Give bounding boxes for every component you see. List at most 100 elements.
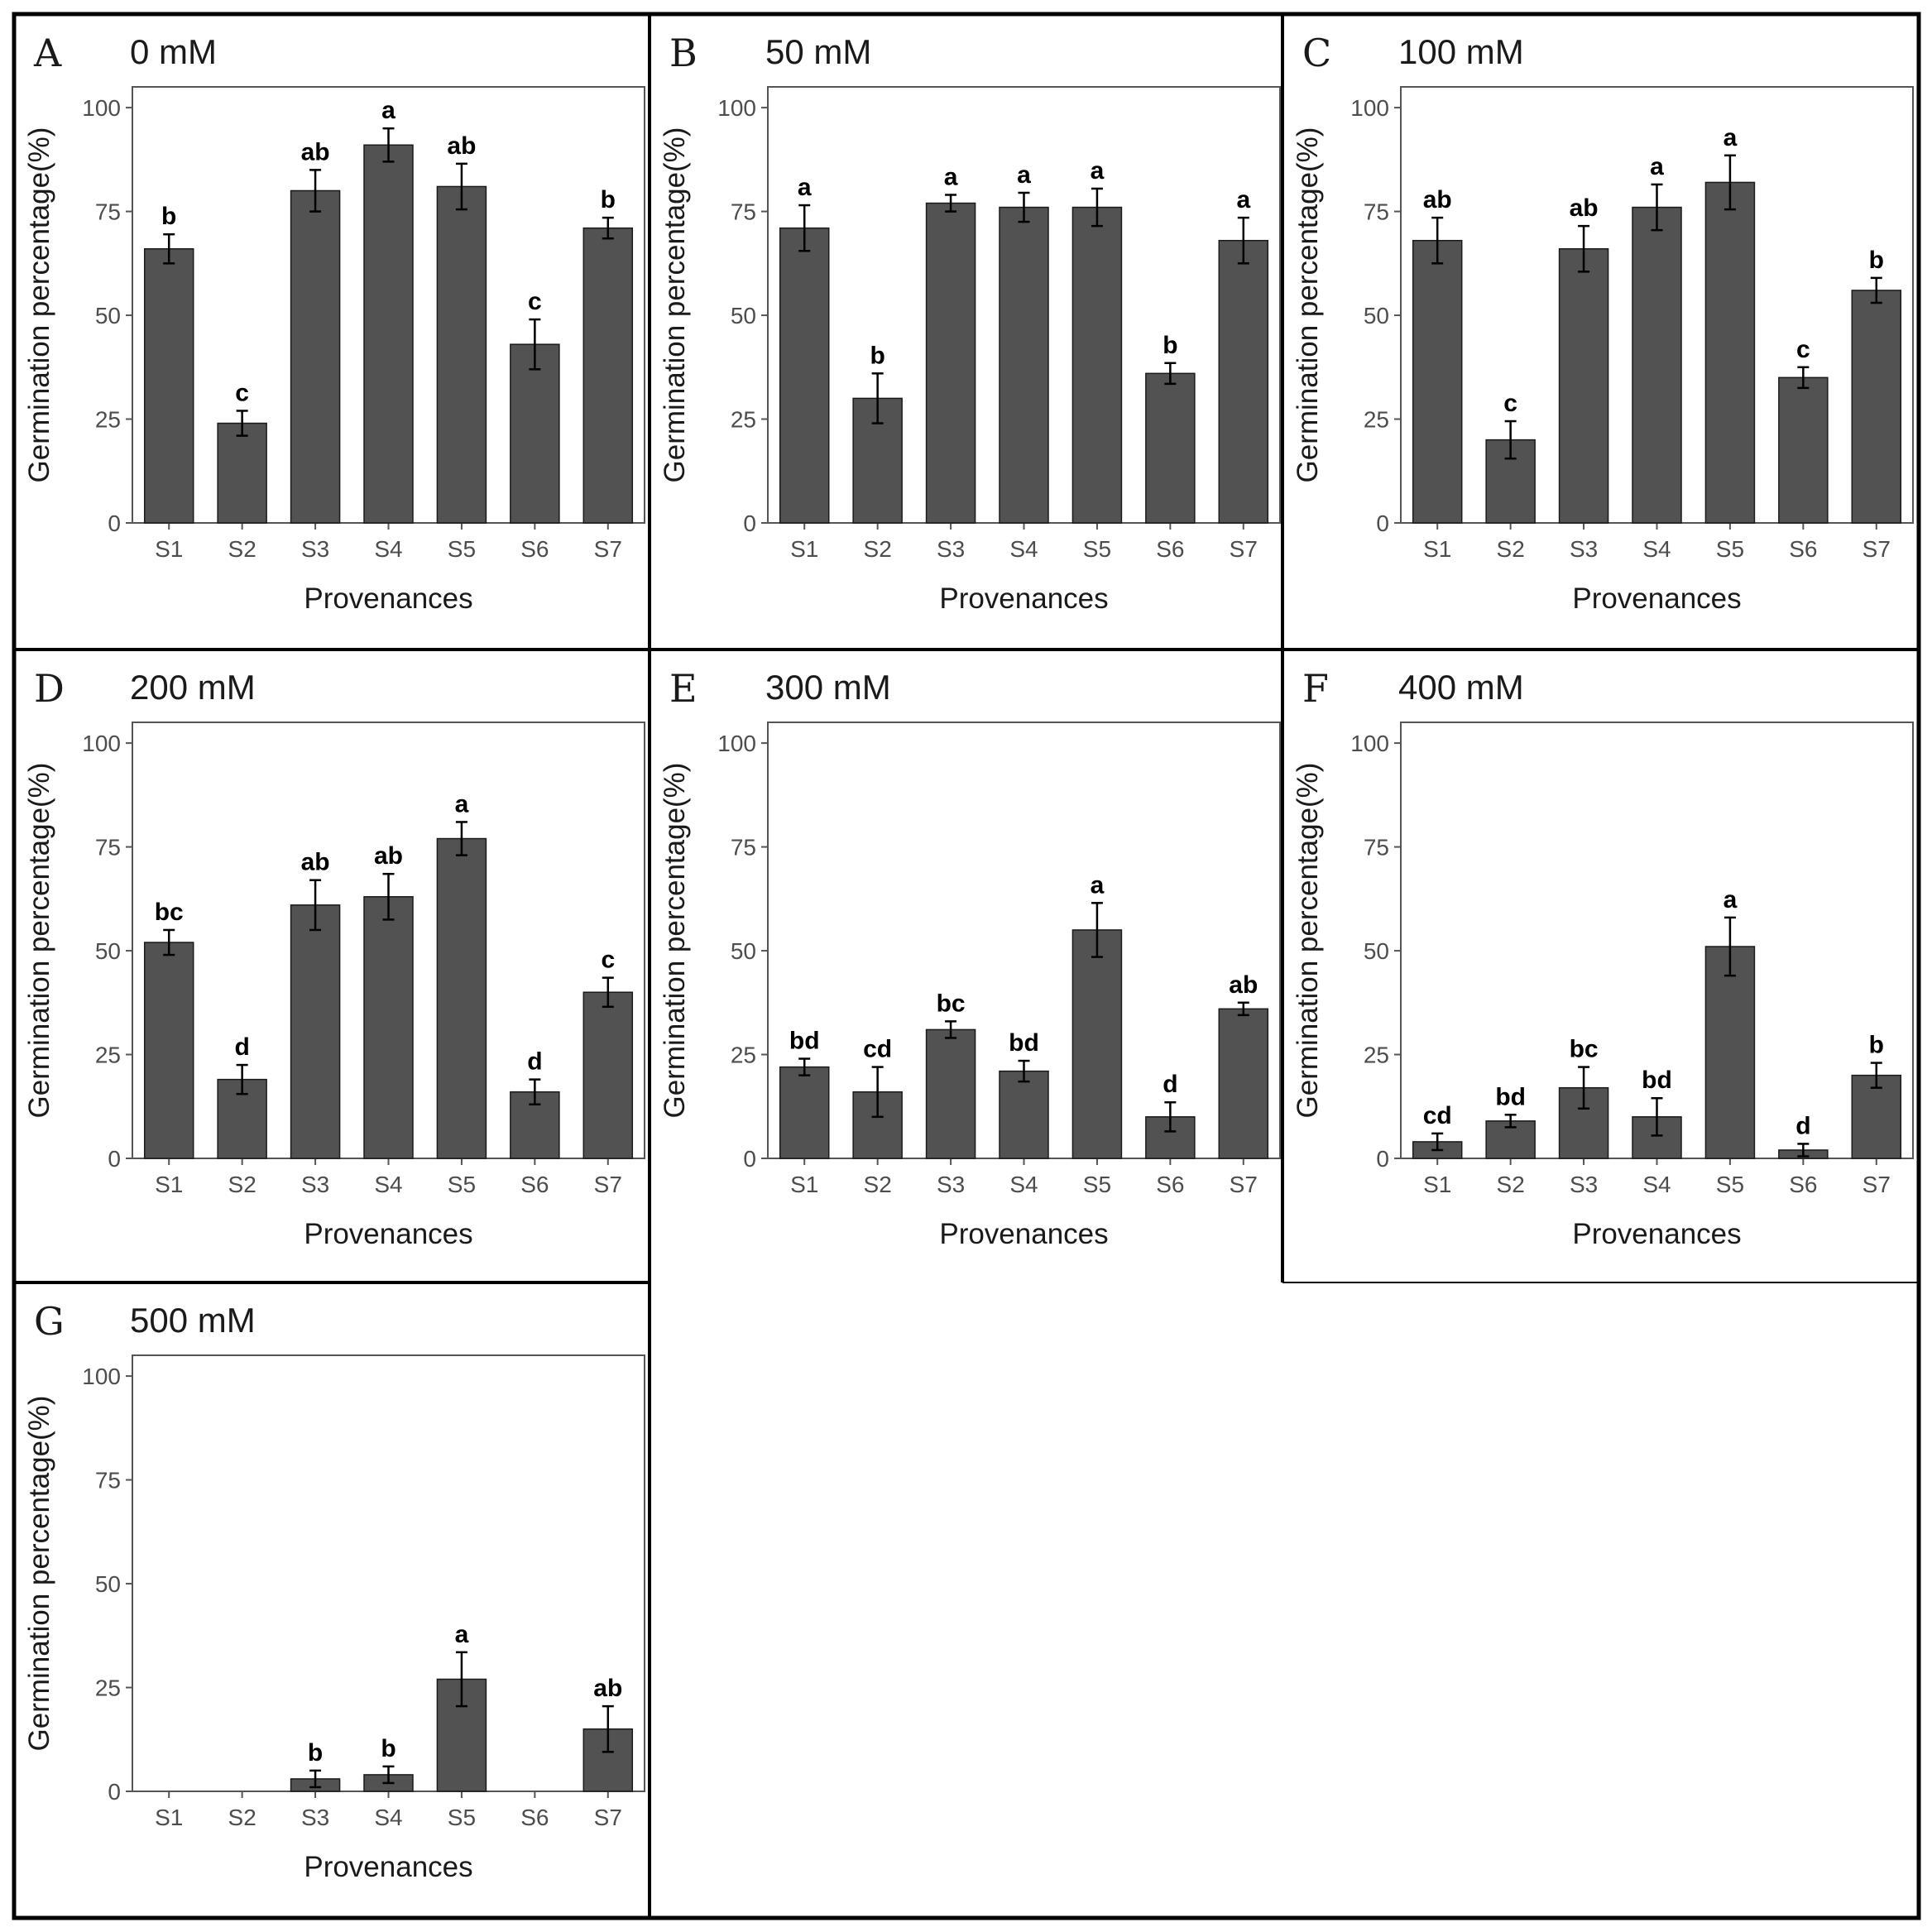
bar-s3 <box>1558 247 1609 524</box>
y-tick-label: 25 <box>1364 1043 1389 1068</box>
significance-letter: ab <box>301 849 330 876</box>
panel-title: 100 mM <box>1398 32 1524 71</box>
x-tick-label: S6 <box>520 1805 549 1830</box>
y-tick-label: 0 <box>743 511 756 536</box>
significance-letter: bd <box>1642 1067 1672 1094</box>
y-tick-label: 100 <box>717 731 756 756</box>
significance-letter: ab <box>447 132 476 160</box>
bar-s3 <box>290 904 341 1159</box>
significance-letter: a <box>1017 161 1031 189</box>
significance-letter: b <box>870 342 885 369</box>
error-bar-s5 <box>455 1651 467 1708</box>
panel-g: G 500 mM 0 25 50 75 100 Germination percentage(… <box>23 1299 645 1883</box>
x-tick-label: S2 <box>864 536 892 562</box>
error-bar-s2 <box>236 410 248 437</box>
x-axis-title: Provenances <box>304 1218 472 1250</box>
significance-letter: b <box>381 1735 396 1762</box>
bar-s6 <box>1145 372 1196 524</box>
bar-s7 <box>582 991 634 1159</box>
significance-letter: b <box>1163 332 1177 359</box>
x-tick-label: S6 <box>1156 536 1184 562</box>
bar-s3 <box>925 1028 976 1159</box>
panel-letter: B <box>669 31 698 75</box>
significance-letter: cd <box>863 1036 892 1063</box>
bar-s1 <box>1412 239 1463 524</box>
panel-letter: D <box>34 666 65 711</box>
error-bar-s3 <box>945 194 957 213</box>
error-bar-s7 <box>1870 1062 1882 1089</box>
significance-letter: a <box>381 97 396 124</box>
y-tick-label: 100 <box>717 95 756 121</box>
error-bar-s5 <box>455 821 467 856</box>
panel-title: 400 mM <box>1398 668 1524 707</box>
error-bar-s7 <box>1870 276 1882 304</box>
panel-a: A 0 mM 0 25 50 75 100 Germination percentage(%)… <box>23 31 645 615</box>
error-bar-s1 <box>1431 1132 1444 1152</box>
error-bar-s7 <box>602 216 614 240</box>
error-bar-s3 <box>309 169 322 213</box>
error-bar-s4 <box>1651 183 1663 232</box>
bar-s4 <box>1632 206 1682 524</box>
x-tick-label: S4 <box>1642 536 1671 562</box>
x-axis-title: Provenances <box>304 582 472 615</box>
error-bar-s3 <box>1578 224 1590 273</box>
y-tick-label: 100 <box>1350 731 1389 756</box>
y-tick-label: 75 <box>731 835 756 861</box>
significance-letter: d <box>234 1033 249 1061</box>
bar-s7 <box>582 227 634 524</box>
x-tick-label: S3 <box>301 1805 329 1830</box>
x-tick-label: S5 <box>448 536 476 562</box>
y-tick-label: 100 <box>1350 95 1389 121</box>
bar-s7 <box>1851 290 1902 524</box>
x-tick-label: S1 <box>155 1805 183 1830</box>
significance-letter: a <box>1091 871 1105 899</box>
y-tick-label: 50 <box>1364 303 1389 328</box>
panel-letter: E <box>669 666 698 711</box>
error-bar-s5 <box>455 162 467 211</box>
y-tick-label: 75 <box>95 835 121 861</box>
bar-s5 <box>436 185 487 524</box>
significance-letter: c <box>1796 336 1810 363</box>
x-tick-label: S1 <box>1423 536 1451 562</box>
error-bar-s6 <box>1797 1143 1810 1158</box>
y-tick-label: 25 <box>95 407 121 433</box>
significance-letter: a <box>944 163 958 190</box>
x-tick-label: S7 <box>1862 1172 1891 1197</box>
panel-title: 200 mM <box>130 668 256 707</box>
significance-letter: b <box>161 203 176 230</box>
x-tick-label: S3 <box>301 1172 329 1197</box>
significance-letter: ab <box>1229 971 1258 999</box>
panel-title: 0 mM <box>130 32 217 71</box>
x-axis-title: Provenances <box>939 582 1108 615</box>
significance-letter: a <box>1723 124 1738 151</box>
y-tick-label: 75 <box>1364 199 1389 225</box>
x-tick-label: S4 <box>1642 1172 1671 1197</box>
bar-s5 <box>1704 946 1756 1159</box>
y-tick-label: 50 <box>95 303 121 328</box>
x-tick-label: S5 <box>1083 1172 1111 1197</box>
error-bar-s1 <box>163 233 175 265</box>
significance-letter: b <box>1869 1032 1884 1059</box>
error-bar-s3 <box>309 879 322 932</box>
figure-frame <box>12 12 1921 1920</box>
significance-letter: bc <box>1570 1036 1599 1063</box>
x-tick-label: S4 <box>374 536 402 562</box>
significance-letter: cd <box>1423 1102 1452 1129</box>
x-tick-label: S5 <box>448 1805 476 1830</box>
bar-s5 <box>436 837 487 1159</box>
significance-letter: a <box>1236 186 1250 213</box>
panel-title: 500 mM <box>130 1301 256 1340</box>
error-bar-s7 <box>602 1704 614 1753</box>
y-tick-label: 75 <box>731 199 756 225</box>
significance-letter: d <box>1163 1071 1177 1098</box>
error-bar-s5 <box>1091 902 1103 958</box>
y-axis-title: Germination percentage(%) <box>23 127 55 483</box>
error-bar-s1 <box>798 1057 811 1076</box>
significance-letter: d <box>1795 1112 1810 1139</box>
x-tick-label: S1 <box>1423 1172 1451 1197</box>
significance-letter: a <box>455 1621 469 1648</box>
x-tick-label: S4 <box>374 1172 402 1197</box>
error-bar-s6 <box>1164 1100 1177 1133</box>
significance-letter: a <box>1091 157 1105 185</box>
panel-d: D 200 mM 0 25 50 75 100 Germination percentage(… <box>23 666 645 1250</box>
